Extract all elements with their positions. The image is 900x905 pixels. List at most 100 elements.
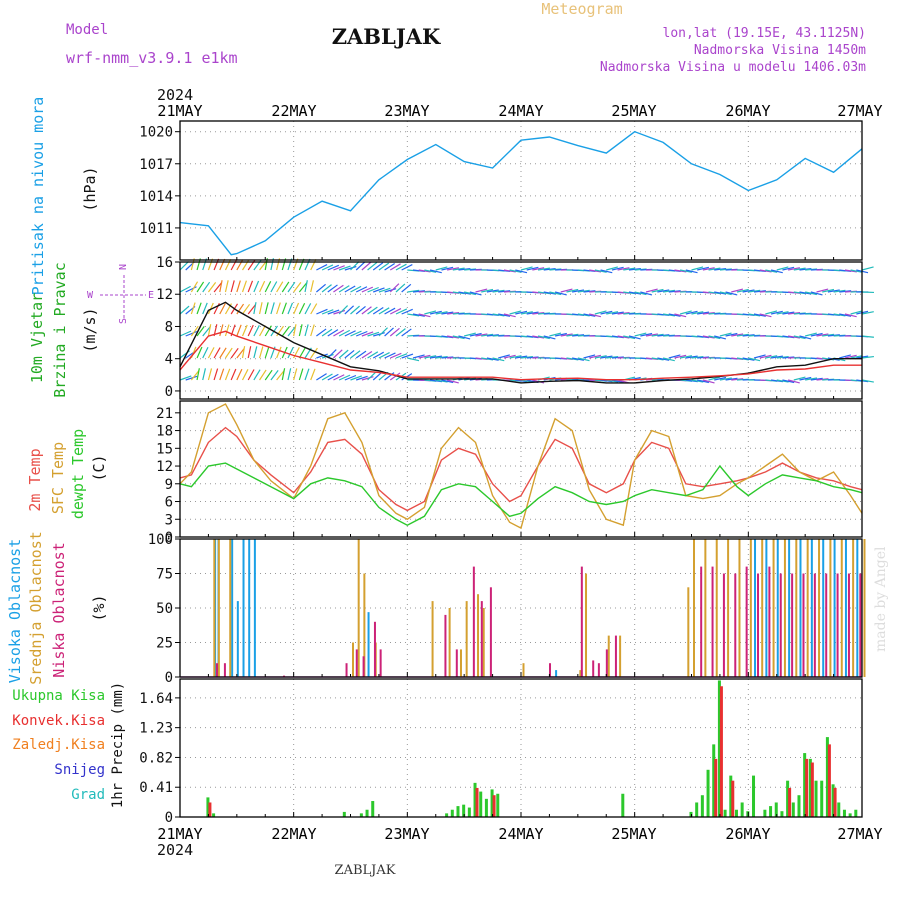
wind-barb [225,259,230,270]
cloud-bar [738,539,740,677]
cloud-bar [473,567,475,677]
top-day-label: 22MAY [271,102,316,120]
precip-bar [741,802,744,817]
legend-convective-rain: Konvek.Kisa [12,713,105,729]
wind-barb [265,281,270,292]
wind-barb [225,280,228,292]
wind-barb [311,304,317,314]
cloud-bar [754,539,756,677]
precip-legend: Ukupna Kisa Konvek.Kisa Zaledj.Kisa Snij… [12,688,105,803]
cloud-unit: (%) [90,594,108,621]
cloud-bar [845,539,847,677]
precip-bar [797,795,800,817]
wind-barb [862,267,874,270]
cloud-bar [734,574,736,678]
compass-east: E [148,290,154,301]
pressure-title: Pritisak na nivou mora [29,97,47,296]
wind-barb [282,282,289,292]
y-tick-label: 0 [165,810,173,826]
cloud-bar [704,539,706,677]
y-tick-label: 50 [156,601,173,617]
model-label: Model [66,22,108,38]
wind-barb [305,369,309,380]
compass-west: W [87,290,94,301]
grid-layer [180,121,862,817]
cloud-bar [841,539,843,677]
wind-barb [254,325,259,336]
cloud-bar [456,649,458,677]
precip-bar [769,806,772,817]
wind-barb [311,259,316,270]
cloud-bar [746,567,748,677]
precip-bar [714,759,717,817]
legend-snow: Snijeg [54,762,105,778]
wind-barb [271,302,274,314]
wind-barb [311,369,315,380]
temp-unit: (C) [90,454,108,481]
cloud-bar [216,663,218,677]
cloud-bar [814,574,816,678]
wind-barb [208,347,214,358]
cloud-bar [700,567,702,677]
wind-unit: (m/s) [81,307,99,352]
temp-line-1 [180,428,862,511]
wind-barb [260,346,263,358]
cloud-bar [723,574,725,678]
cloud-bar [773,539,775,677]
precip-bar [724,810,727,817]
cloud-bar [432,601,434,677]
wind-barb [294,303,299,314]
precip-bar [343,812,346,817]
precip-bar [621,794,624,817]
cloud-bar [619,636,621,677]
cloud-bar [859,574,861,678]
cloud-bar [213,539,215,677]
y-tick-label: 0.82 [139,750,173,766]
wind-barb [197,368,199,380]
y-tick-label: 16 [156,255,173,271]
cloud-bar [818,539,820,677]
wind-barb [311,325,315,336]
credit-text: made by Angel [873,546,889,652]
cloud-bar [807,539,809,677]
wind-barb [214,369,218,380]
legend-graupel: Grad [71,787,105,803]
top-day-label: 21MAY [157,102,202,120]
cloud-bar [523,663,525,677]
y-tick-label: 6 [165,495,173,511]
precip-bar [735,810,738,817]
top-day-labels: 21MAY 22MAY 23MAY 24MAY 25MAY 26MAY 27MA… [157,102,882,120]
y-tick-label: 0 [165,384,173,400]
precip-bar [828,744,831,817]
top-day-label: 23MAY [384,102,429,120]
wind-barb [243,281,247,292]
precip-bar [731,781,734,817]
wind-barb [260,370,267,380]
cloud-bar [248,539,250,677]
bottom-day-label: 23MAY [384,825,429,843]
cloud-bar [780,574,782,678]
wind-barb [220,259,225,270]
precip-bar [371,801,374,817]
cloud-bar [581,567,583,677]
cloud-bar [825,574,827,678]
cloud-bar [712,567,714,677]
wind-barb [248,281,252,292]
top-day-label: 25MAY [611,102,656,120]
wind-barb [180,286,191,292]
wind-barb [316,309,327,314]
precip-bar [707,770,710,817]
cloud-bar [243,539,245,677]
wind-barb [265,370,272,380]
precip-bar [493,795,496,817]
cloud-bar [687,587,689,677]
cloud-bar [837,574,839,678]
cloud-bar [784,539,786,677]
cloud-bar [363,656,365,677]
sfc-label: SFC Temp [49,442,67,514]
station-title: ZABLJAK [332,24,441,49]
cloud-bar [483,608,485,677]
cloud-bar [829,539,831,677]
y-tick-label: 100 [148,532,173,548]
